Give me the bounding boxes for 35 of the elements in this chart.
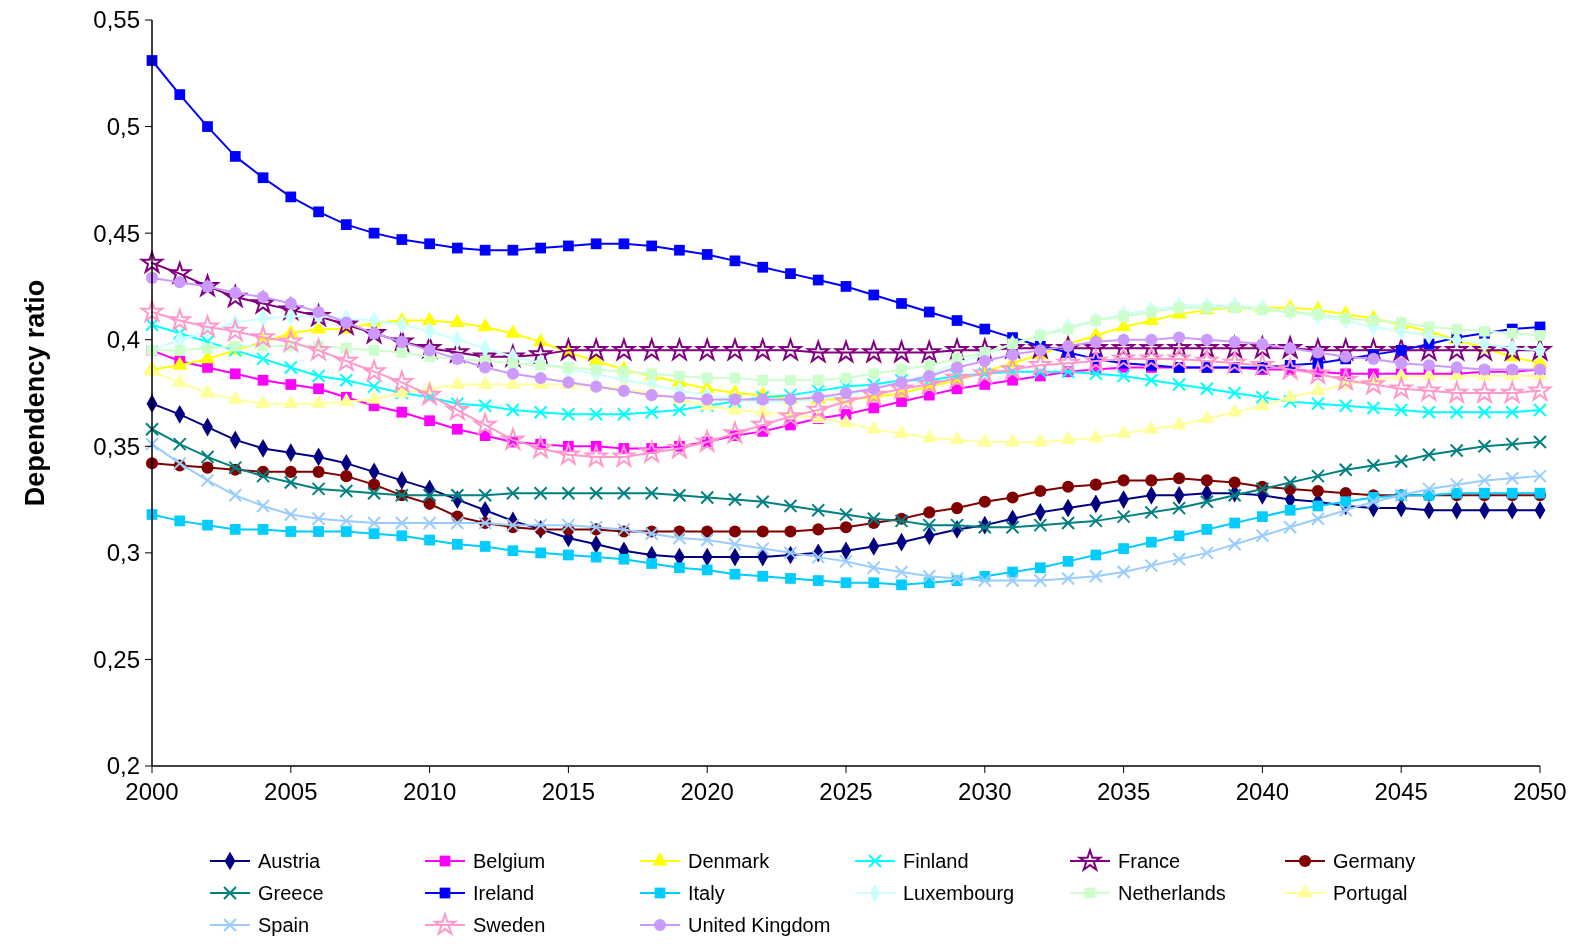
legend-label: Italy [688, 882, 725, 904]
x-tick-label: 2050 [1513, 778, 1567, 805]
legend-label: Sweden [473, 914, 546, 936]
legend-label: Netherlands [1118, 882, 1226, 904]
legend-label: Ireland [473, 882, 535, 904]
x-tick-label: 2025 [819, 778, 873, 805]
y-tick-label: 0,55 [93, 6, 140, 34]
legend-label: Belgium [473, 850, 546, 872]
x-tick-label: 2015 [541, 778, 596, 805]
legend-label: France [1118, 850, 1181, 872]
y-tick-label: 0,3 [106, 539, 140, 567]
legend-label: Finland [903, 850, 969, 872]
x-tick-label: 2030 [958, 778, 1012, 805]
x-tick-label: 2005 [264, 778, 318, 805]
y-tick-label: 0,4 [106, 326, 140, 354]
x-tick-label: 2040 [1235, 778, 1290, 805]
x-tick-label: 2020 [680, 778, 734, 805]
y-tick-label: 0,35 [93, 432, 140, 460]
legend-label: Spain [258, 914, 310, 936]
y-axis-title: Dependency ratio [20, 279, 50, 507]
legend-label: Portugal [1333, 882, 1408, 904]
x-tick-label: 2035 [1096, 778, 1151, 805]
y-tick-label: 0,45 [93, 219, 140, 247]
x-tick-label: 2010 [402, 778, 457, 805]
legend-label: Luxembourg [903, 882, 1015, 904]
x-tick-label: 2045 [1374, 778, 1428, 805]
legend-label: United Kingdom [688, 914, 831, 936]
x-tick-label: 2000 [125, 778, 179, 805]
y-tick-label: 0,5 [106, 112, 140, 140]
legend-label: Greece [258, 882, 324, 904]
y-tick-label: 0,2 [106, 752, 140, 780]
y-tick-label: 0,25 [93, 645, 140, 673]
legend-label: Denmark [688, 850, 771, 872]
legend-label: Austria [258, 850, 322, 872]
legend-label: Germany [1333, 850, 1416, 872]
